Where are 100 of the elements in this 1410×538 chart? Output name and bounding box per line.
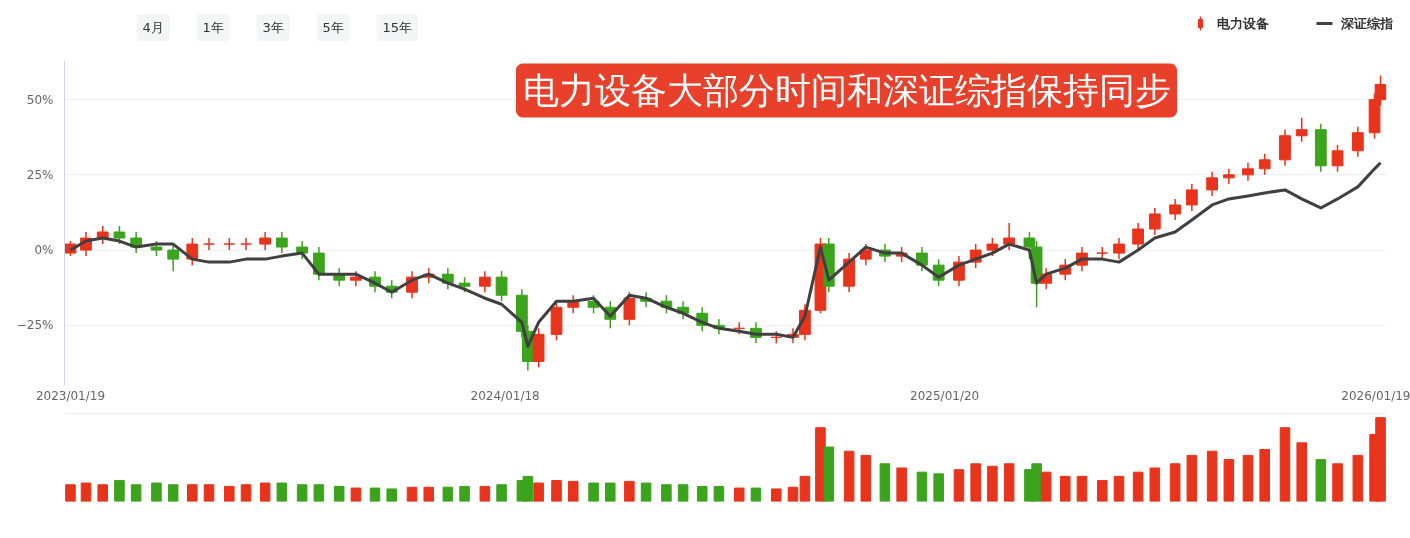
- candlestick: [203, 237, 215, 251]
- bar: [953, 469, 965, 502]
- bar: [843, 450, 855, 502]
- bar: [1169, 463, 1181, 502]
- candlestick: [859, 243, 872, 266]
- candlestick: [623, 291, 636, 327]
- bar: [970, 463, 981, 502]
- candlestick: [1185, 183, 1198, 212]
- y-tick-label: 25%: [26, 167, 54, 182]
- bar: [1076, 475, 1088, 502]
- bar: [1113, 475, 1125, 502]
- candlestick: [1003, 222, 1015, 251]
- candlestick: [1132, 222, 1144, 251]
- bar: [1315, 459, 1327, 502]
- bar: [114, 480, 125, 502]
- candlestick: [1113, 237, 1125, 260]
- x-tick-label: 2023/01/19: [35, 388, 106, 403]
- candlestick: [296, 240, 309, 260]
- bar: [479, 485, 491, 502]
- bar: [1259, 449, 1270, 502]
- line-series: [68, 161, 1383, 348]
- x-tick-label: 2025/01/20: [910, 388, 980, 403]
- bar: [677, 484, 689, 502]
- bar: [1206, 450, 1218, 502]
- bar: [259, 482, 271, 502]
- candlestick: [986, 237, 999, 257]
- bar: [65, 484, 76, 502]
- candlestick: [240, 237, 252, 251]
- bar: [567, 480, 579, 502]
- bar: [770, 488, 782, 502]
- bar: [1332, 463, 1343, 502]
- bar: [187, 484, 198, 502]
- candlestick: [113, 225, 126, 245]
- y-tick-label: −25%: [16, 318, 54, 333]
- bar: [533, 482, 544, 502]
- bar: [1003, 463, 1015, 502]
- candlestick: [1169, 198, 1181, 221]
- bar: [369, 487, 381, 502]
- bar: [750, 487, 762, 502]
- bar: [896, 467, 907, 502]
- bar: [240, 484, 252, 502]
- candlestick: [1331, 144, 1344, 173]
- bar: [203, 484, 215, 502]
- text: 5年: [322, 20, 344, 35]
- text: 3年: [262, 20, 284, 35]
- bar: [604, 482, 616, 502]
- candlestick: [275, 231, 288, 254]
- chart-title: 电力设备大部分时间和深证综指保持同步: [522, 70, 1171, 111]
- bar: [933, 473, 944, 502]
- bar: [350, 487, 362, 502]
- y-tick-label: 50%: [26, 92, 54, 107]
- y-tick-label: 0%: [34, 243, 54, 258]
- bar: [1186, 454, 1198, 502]
- bar: [624, 480, 635, 502]
- bar: [1132, 471, 1144, 502]
- bar: [1059, 475, 1071, 502]
- bar: [423, 486, 435, 502]
- bar: [496, 484, 507, 502]
- candlestick: [1148, 207, 1161, 236]
- candlestick: [1258, 153, 1271, 176]
- bar: [1352, 454, 1364, 502]
- bar: [97, 484, 108, 502]
- bar: [80, 482, 92, 502]
- bar: [459, 485, 470, 502]
- bar: [860, 454, 872, 502]
- x-tick-label: 2026/01/19: [1341, 388, 1410, 403]
- candlestick: [1295, 116, 1308, 143]
- candlestick: [495, 270, 508, 302]
- bar: [386, 488, 397, 502]
- bar: [333, 485, 345, 502]
- bar: [224, 485, 235, 502]
- bar: [823, 446, 835, 502]
- bar: [167, 484, 179, 502]
- bar: [661, 484, 672, 502]
- bar: [442, 486, 454, 502]
- bar: [713, 485, 725, 502]
- bar: [1149, 467, 1161, 502]
- bar: [296, 484, 308, 502]
- candlestick: [1351, 125, 1364, 158]
- bar: [276, 482, 288, 502]
- text: 4月: [142, 20, 164, 35]
- bar: [1040, 471, 1052, 502]
- bar: [1296, 442, 1307, 502]
- bar: [406, 486, 418, 502]
- candlestick: [1242, 162, 1254, 182]
- bar: [696, 485, 708, 502]
- bar: [733, 487, 745, 502]
- bar: [313, 484, 325, 502]
- candlestick: [478, 270, 491, 293]
- bar: [1097, 480, 1108, 502]
- legend-label: 电力设备: [1216, 16, 1269, 31]
- bar: [1242, 454, 1254, 502]
- bar: [1223, 459, 1235, 502]
- bar: [130, 484, 142, 502]
- bar: [551, 480, 562, 502]
- text: 15年: [382, 20, 413, 35]
- text: 1年: [202, 20, 224, 35]
- legend-label: 深证综指: [1339, 16, 1393, 31]
- candlestick: [1206, 171, 1219, 197]
- candlestick: [167, 243, 180, 272]
